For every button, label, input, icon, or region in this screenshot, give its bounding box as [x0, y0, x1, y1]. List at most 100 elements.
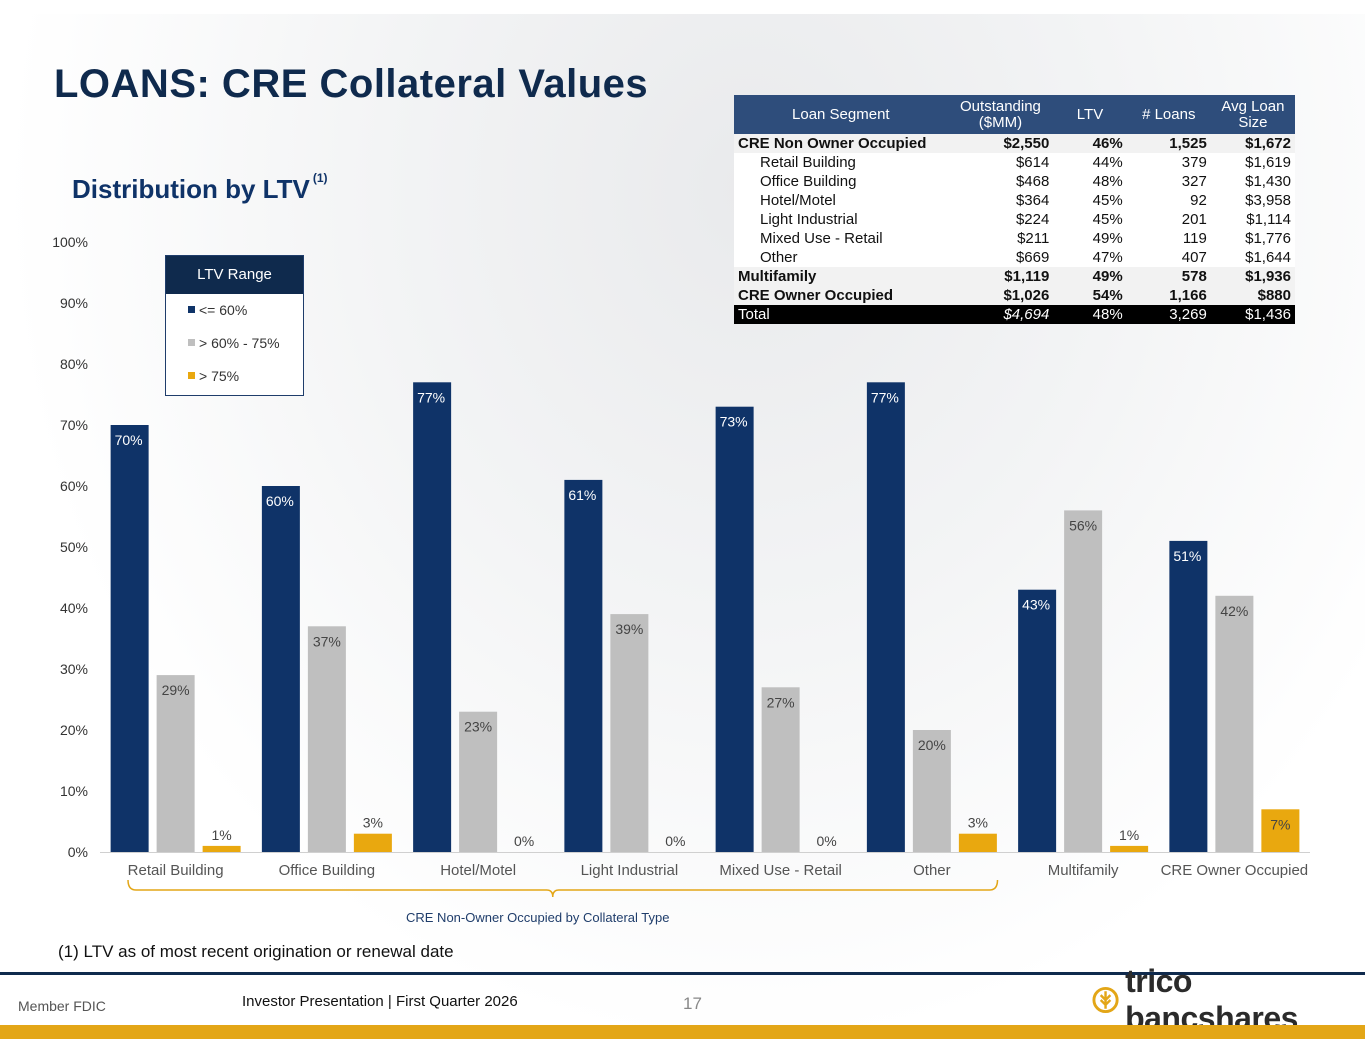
y-tick-label: 60% [60, 478, 88, 494]
category-label: Light Industrial [581, 862, 679, 879]
ltv-cell: 45% [1053, 210, 1127, 229]
avg-loan-cell: $1,436 [1210, 305, 1295, 324]
subtitle-text: Distribution by LTV [72, 174, 310, 204]
ltv-cell: 47% [1053, 248, 1127, 267]
avg-loan-cell: $1,936 [1210, 267, 1295, 286]
data-label: 51% [1173, 548, 1201, 564]
segment-cell: CRE Non Owner Occupied [734, 134, 948, 153]
loans-cell: 578 [1126, 267, 1211, 286]
segment-cell: Hotel/Motel [734, 191, 948, 210]
category-label: Mixed Use - Retail [719, 862, 842, 879]
chart-legend: LTV Range <= 60% > 60% - 75% > 75% [165, 255, 304, 396]
ltv-cell: 44% [1053, 153, 1127, 172]
ltv-cell: 48% [1053, 172, 1127, 191]
header-loan-segment: Loan Segment [734, 95, 948, 134]
legend-title: LTV Range [166, 256, 303, 294]
data-label: 29% [162, 682, 190, 698]
segment-cell: Mixed Use - Retail [734, 229, 948, 248]
avg-loan-cell: $1,672 [1210, 134, 1295, 153]
bar-le60 [261, 486, 300, 852]
data-label: 43% [1022, 597, 1050, 613]
y-tick-label: 10% [60, 783, 88, 799]
bar-gt75 [1261, 809, 1300, 852]
ltv-cell: 45% [1053, 191, 1127, 210]
outstanding-cell: $364 [947, 191, 1054, 210]
data-label: 0% [665, 833, 685, 849]
table-row: Office Building $468 48% 327 $1,430 [734, 172, 1295, 191]
legend-swatch-gt75 [188, 372, 195, 379]
bar-60-75 [610, 614, 649, 852]
legend-label-le60: <= 60% [199, 302, 248, 318]
data-label: 23% [464, 719, 492, 735]
table-row: Mixed Use - Retail $211 49% 119 $1,776 [734, 229, 1295, 248]
table-row: CRE Non Owner Occupied $2,550 46% 1,525 $1,6… [734, 134, 1295, 153]
bracket-label: CRE Non-Owner Occupied by Collateral Typ… [406, 910, 670, 925]
avg-loan-cell: $1,644 [1210, 248, 1295, 267]
y-tick-label: 70% [60, 417, 88, 433]
avg-loan-cell: $1,114 [1210, 210, 1295, 229]
bar-60-75 [459, 711, 498, 852]
bar-le60 [1169, 540, 1208, 852]
wheat-logo-icon [1092, 986, 1119, 1014]
y-tick-label: 100% [52, 234, 88, 250]
ltv-bar-chart: 0% 10% 20% 30% 40% 50% 60% 70% 80% 90% 100% 70% 29% 1… [52, 234, 1310, 925]
table-row: Multifamily $1,119 49% 578 $1,936 [734, 267, 1295, 286]
ltv-cell: 48% [1053, 305, 1127, 324]
segment-cell: Multifamily [734, 267, 948, 286]
legend-swatch-le60 [188, 306, 195, 313]
outstanding-cell: $669 [947, 248, 1054, 267]
bar-gt75 [1110, 845, 1149, 852]
data-label: 7% [1270, 816, 1290, 832]
y-tick-label: 50% [60, 539, 88, 555]
loans-cell: 201 [1126, 210, 1211, 229]
loans-cell: 3,269 [1126, 305, 1211, 324]
data-label: 27% [767, 694, 795, 710]
header-ltv: LTV [1053, 95, 1127, 134]
category-label: Office Building [279, 862, 375, 879]
category-bracket [127, 879, 999, 898]
category-label: Retail Building [128, 862, 224, 879]
data-label: 77% [871, 389, 899, 405]
legend-label-gt75: > 75% [199, 368, 240, 384]
legend-item-60-75: > 60% - 75% [166, 327, 303, 360]
bar-le60 [866, 382, 905, 852]
segment-cell: Total [734, 305, 948, 324]
chart-subtitle: Distribution by LTV (1) [72, 171, 328, 205]
data-label: 37% [313, 633, 341, 649]
footer-divider [0, 972, 1365, 975]
bar-gt75 [353, 833, 392, 852]
table-row: Total $4,694 48% 3,269 $1,436 [734, 305, 1295, 324]
outstanding-cell: $224 [947, 210, 1054, 229]
bar-gt75 [958, 833, 997, 852]
presentation-label: Investor Presentation | First Quarter 20… [242, 993, 518, 1010]
footer-gold-bar [0, 1025, 1365, 1039]
y-tick-label: 40% [60, 600, 88, 616]
data-label: 56% [1069, 517, 1097, 533]
subtitle-footnote-marker: (1) [312, 171, 328, 186]
category-label: Other [913, 862, 951, 879]
loans-cell: 379 [1126, 153, 1211, 172]
bar-60-75 [307, 626, 346, 852]
bar-le60 [715, 406, 754, 852]
header-num-loans: # Loans [1126, 95, 1211, 134]
footnote: (1) LTV as of most recent origination or… [58, 942, 454, 961]
table-row: Light Industrial $224 45% 201 $1,114 [734, 210, 1295, 229]
table-row: Other $669 47% 407 $1,644 [734, 248, 1295, 267]
outstanding-cell: $211 [947, 229, 1054, 248]
top-strip [0, 0, 1365, 14]
loans-cell: 119 [1126, 229, 1211, 248]
ltv-cell: 49% [1053, 267, 1127, 286]
category-label: Multifamily [1048, 862, 1119, 879]
ltv-cell: 49% [1053, 229, 1127, 248]
table-row: Hotel/Motel $364 45% 92 $3,958 [734, 191, 1295, 210]
segment-cell: CRE Owner Occupied [734, 286, 948, 305]
y-tick-label: 90% [60, 295, 88, 311]
avg-loan-cell: $1,776 [1210, 229, 1295, 248]
bar-60-75 [1064, 510, 1103, 852]
data-label: 77% [417, 389, 445, 405]
outstanding-cell: $2,550 [947, 134, 1054, 153]
legend-label-60-75: > 60% - 75% [199, 335, 280, 351]
segment-cell: Retail Building [734, 153, 948, 172]
data-label: 3% [968, 815, 988, 831]
category-label: CRE Owner Occupied [1161, 862, 1309, 879]
